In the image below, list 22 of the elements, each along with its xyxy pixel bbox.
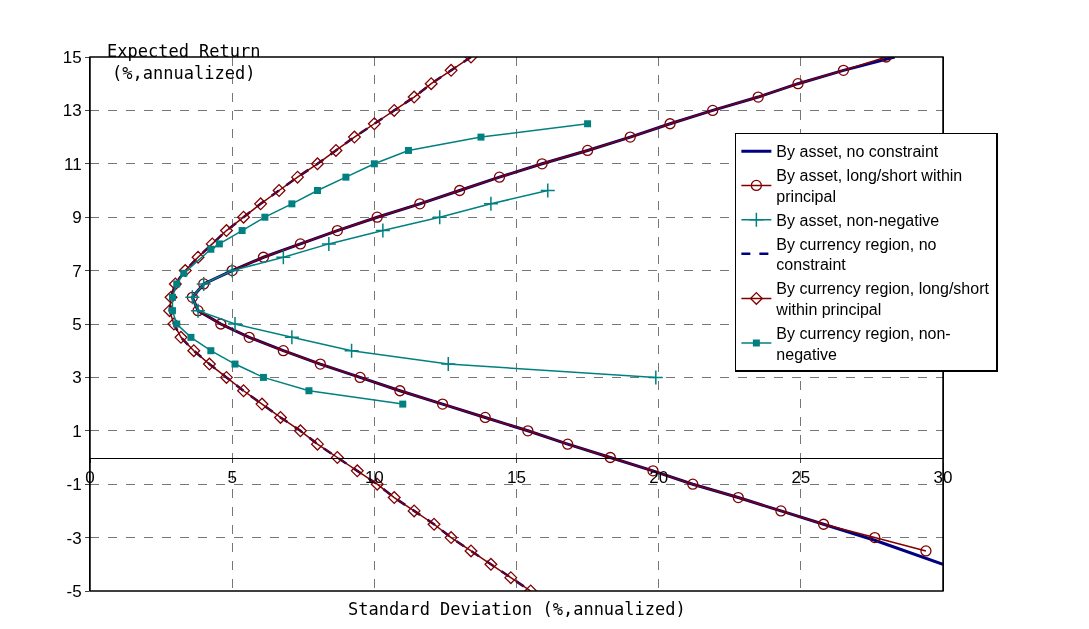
x-axis-title: Standard Deviation (%,annualized) [348, 599, 686, 619]
y-tick-label: 9 [72, 208, 82, 228]
legend-label: By currency region, long/short within principal [775, 280, 990, 319]
y-tick-label: 1 [72, 421, 82, 441]
legend-label: By currency region, non-negative [776, 324, 951, 363]
y-tick-label: -1 [66, 475, 82, 495]
legend-label: By asset, non-negative [776, 211, 940, 229]
x-tick-label: 25 [791, 467, 811, 487]
legend-label: By asset, long/short within principal [776, 167, 963, 206]
legend-label: By currency region, no constraint [776, 235, 937, 274]
y-tick-label: 13 [62, 101, 82, 121]
y-tick-label: 11 [63, 154, 82, 174]
y-tick-label: 15 [62, 47, 82, 67]
x-tick-label: 5 [227, 467, 237, 487]
y-tick-label: -5 [66, 581, 82, 601]
y-tick-label: -3 [66, 528, 82, 548]
legend-label: By asset, no constraint [776, 143, 939, 161]
x-tick-label: 15 [507, 467, 526, 487]
y-tick-label: 7 [72, 261, 82, 281]
y-tick-label: 5 [72, 314, 82, 334]
y-tick-label: 3 [72, 368, 82, 388]
y-axis-title: Expected Return (%,annualized) [107, 41, 261, 84]
